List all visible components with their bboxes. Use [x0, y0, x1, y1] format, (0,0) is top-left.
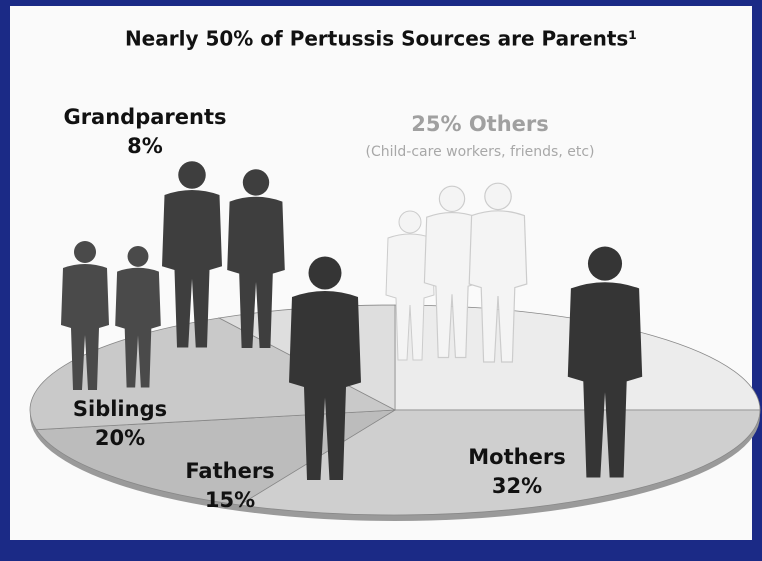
space — [462, 112, 469, 136]
annotation: (Child-care workers, friends, etc) — [366, 144, 595, 160]
silhouette-head — [399, 211, 421, 233]
silhouette-head — [178, 161, 206, 189]
value-label: 15% — [205, 488, 255, 512]
silhouette-head — [309, 257, 342, 290]
value-label: 8% — [127, 134, 163, 158]
value-label: 20% — [95, 426, 145, 450]
silhouette-head — [588, 247, 622, 281]
silhouette-head — [485, 183, 511, 209]
chart-title: Nearly 50% of Pertussis Sources are Pare… — [125, 27, 637, 51]
category-label: Fathers — [185, 459, 274, 483]
silhouette-head — [439, 186, 464, 211]
category-label: Grandparents — [63, 105, 226, 129]
category-label: 25% Others — [411, 112, 549, 136]
value-label: 25% — [411, 112, 461, 136]
value-label: 32% — [492, 474, 542, 498]
silhouette-head — [128, 246, 149, 267]
chart: Nearly 50% of Pertussis Sources are Pare… — [0, 0, 762, 561]
silhouette-head — [243, 169, 269, 195]
page: Nearly 50% of Pertussis Sources are Pare… — [0, 0, 762, 561]
category-label: Siblings — [73, 397, 167, 421]
category-label: Mothers — [468, 445, 565, 469]
category-name: Others — [469, 112, 549, 136]
silhouette-head — [74, 241, 96, 263]
